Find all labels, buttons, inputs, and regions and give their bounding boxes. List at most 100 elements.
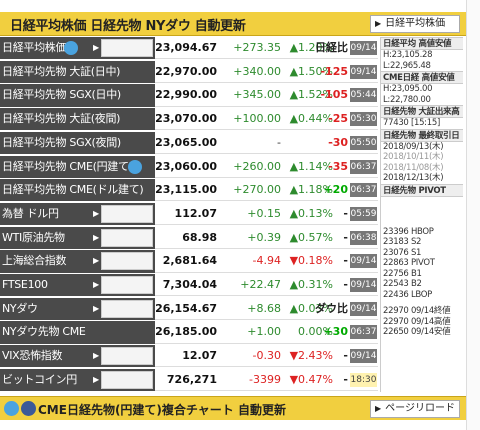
play-icon[interactable]: ▶ bbox=[93, 43, 100, 52]
side-line: 23396 HBOP bbox=[383, 226, 434, 237]
side-heading-5: 日経先物 PIVOT bbox=[381, 183, 463, 197]
row-label-text: 上海総合指数 bbox=[2, 254, 67, 268]
table-row[interactable]: 日経平均先物 CME(円建て) 23,060.00 +260.00 ▲1.14% -35… bbox=[0, 155, 378, 179]
mini-chart[interactable] bbox=[101, 228, 153, 247]
price: 12.07 bbox=[182, 349, 217, 363]
price: 2,681.64 bbox=[162, 254, 217, 268]
table-row[interactable]: 日経平均先物 大証(日中) 22,970.00 +340.00 ▲1.50% -125 0… bbox=[0, 60, 378, 84]
table-row[interactable]: 日経平均先物 大証(夜間) 23,070.00 +100.00 ▲0.44% -25 05… bbox=[0, 108, 378, 131]
facebook-icon[interactable] bbox=[21, 401, 36, 416]
mini-chart[interactable] bbox=[101, 370, 153, 389]
twitter-icon[interactable] bbox=[4, 401, 19, 416]
table-row[interactable]: 日経平均先物 SGX(日中) 22,990.00 +345.00 ▲1.52% -105… bbox=[0, 84, 378, 107]
twitter-icon[interactable] bbox=[64, 41, 78, 55]
mini-chart[interactable] bbox=[101, 39, 153, 57]
time-badge: 09/14 bbox=[350, 41, 377, 55]
play-icon[interactable]: ▶ bbox=[93, 303, 100, 313]
row-label[interactable]: 日経平均先物 SGX(日中) bbox=[0, 84, 155, 107]
percent: ▼0.18% bbox=[289, 254, 333, 268]
side-line: 22863 PIVOT bbox=[383, 258, 435, 268]
percent: ▼2.43% bbox=[289, 349, 333, 363]
row-label[interactable]: 日経平均先物 CME(円建て) bbox=[0, 155, 155, 178]
side-line: 23183 S2 bbox=[383, 237, 422, 247]
row-label[interactable]: 日経平均先物 SGX(夜間) bbox=[0, 131, 155, 155]
diff: -30 bbox=[328, 135, 348, 149]
time-badge: 05:59 bbox=[350, 206, 377, 221]
row-label-text: VIX恐怖指数 bbox=[2, 349, 63, 363]
row-label[interactable]: NYダウ先物 CME bbox=[0, 321, 155, 344]
table-row[interactable]: VIX恐怖指数 ▶ 12.07 -0.30 ▼2.43% -09/14 bbox=[0, 345, 378, 368]
mini-chart[interactable] bbox=[101, 347, 153, 366]
play-icon: ▶ bbox=[375, 404, 382, 413]
time-badge: 09/14 bbox=[350, 64, 377, 79]
table-row[interactable]: 為替 ドル円 ▶ 112.07 +0.15 ▲0.13% -05:59 bbox=[0, 202, 378, 226]
change: +270.00 bbox=[233, 183, 281, 197]
mini-chart[interactable] bbox=[101, 299, 153, 318]
header-title: 日経平均株価 日経先物 NYダウ 自動更新 bbox=[10, 19, 246, 34]
side-line: 22970 09/14高値 bbox=[383, 316, 451, 327]
price: 23,115.00 bbox=[155, 183, 217, 197]
row-label-text: 日経平均先物 CME(円建て) bbox=[2, 159, 133, 173]
table-row[interactable]: WTI原油先物 ▶ 68.98 +0.39 ▲0.57% -06:38 bbox=[0, 226, 378, 250]
percent: ▲0.31% bbox=[289, 278, 333, 291]
percent: ▲0.03% bbox=[289, 301, 333, 315]
mini-chart[interactable] bbox=[101, 204, 153, 223]
diff: +20 bbox=[323, 183, 348, 197]
change: +1.00 bbox=[247, 325, 281, 339]
time-badge: 09/14 bbox=[350, 278, 377, 292]
price: 26,185.00 bbox=[155, 325, 217, 339]
table-row[interactable]: NYダウ先物 CME 26,185.00 +1.00 0.00% +30 06:37 bbox=[0, 321, 378, 344]
row-label[interactable]: 日経平均先物 大証(夜間) bbox=[0, 108, 155, 131]
change: +340.00 bbox=[233, 64, 281, 78]
header-bar: 日経平均株価 日経先物 NYダウ 自動更新 ▶ 日経平均株価 bbox=[0, 12, 466, 36]
play-icon[interactable]: ▶ bbox=[93, 280, 100, 289]
diff: - bbox=[343, 206, 348, 220]
row-label[interactable]: 日経平均先物 大証(日中) bbox=[0, 60, 155, 83]
twitter-icon[interactable] bbox=[128, 159, 142, 174]
play-icon[interactable]: ▶ bbox=[93, 256, 100, 266]
table-row[interactable]: 日経平均先物 SGX(夜間) 23,065.00- - -30 05:50 bbox=[0, 131, 378, 155]
mini-chart[interactable] bbox=[101, 276, 153, 294]
mini-chart[interactable] bbox=[101, 252, 153, 271]
play-icon[interactable]: ▶ bbox=[93, 351, 100, 361]
side-heading-1: 日経平均 高値安値 bbox=[381, 37, 463, 50]
side-heading-4: 日経先物 最終取引日 bbox=[381, 128, 463, 142]
price: 68.98 bbox=[182, 230, 217, 244]
change: +260.00 bbox=[233, 159, 281, 173]
reload-button[interactable]: ▶ ページリロード bbox=[370, 400, 460, 418]
table-row[interactable]: FTSE100 ▶ 7,304.04 +22.47 ▲0.31% -09/14 bbox=[0, 274, 378, 297]
diff: ダウ比 bbox=[315, 301, 348, 315]
price: 22,970.00 bbox=[155, 64, 217, 78]
play-icon: ▶ bbox=[375, 19, 382, 28]
nikkei-button[interactable]: ▶ 日経平均株価 bbox=[370, 15, 460, 33]
side-line: L:22,780.00 bbox=[383, 94, 431, 105]
change: - bbox=[277, 135, 281, 149]
price: 23,094.67 bbox=[155, 41, 217, 54]
table-row[interactable]: NYダウ ▶ 26,154.67 +8.68 ▲0.03% ダウ比 09/14 bbox=[0, 297, 378, 321]
play-icon[interactable]: ▶ bbox=[93, 232, 100, 242]
play-icon[interactable]: ▶ bbox=[93, 374, 100, 384]
table-row[interactable]: 上海総合指数 ▶ 2,681.64 -4.94 ▼0.18% -09/14 bbox=[0, 250, 378, 273]
diff: - bbox=[343, 254, 348, 268]
time-badge: 05:44 bbox=[350, 88, 377, 103]
table-row[interactable]: 日経平均株価 ▶ 23,094.67 +273.35 ▲1.20% 日経比 09/14 bbox=[0, 37, 378, 60]
side-line: 2018/11/08(木) bbox=[383, 162, 444, 173]
reload-button-label: ページリロード bbox=[385, 403, 455, 414]
row-label-text: NYダウ先物 CME bbox=[2, 325, 86, 339]
table-row[interactable]: ビットコイン円 ▶ 726,271 -3399 ▼0.47% -18:30 bbox=[0, 368, 378, 392]
play-icon[interactable]: ▶ bbox=[93, 208, 100, 218]
percent: ▲0.57% bbox=[289, 230, 333, 244]
row-label-text: NYダウ bbox=[2, 301, 38, 315]
nikkei-button-label: 日経平均株価 bbox=[385, 18, 446, 29]
diff: - bbox=[343, 230, 348, 244]
footer-bar: CME日経先物(円建て)複合チャート 自動更新 ▶ ページリロード bbox=[0, 396, 466, 420]
row-label[interactable]: 日経平均先物 CME(ドル建て) bbox=[0, 179, 155, 202]
time-badge: 06:37 bbox=[350, 325, 377, 340]
table-row[interactable]: 日経平均先物 CME(ドル建て) 23,115.00 +270.00 ▲1.18% +2… bbox=[0, 179, 378, 202]
change: +273.35 bbox=[233, 41, 281, 54]
change: +100.00 bbox=[233, 112, 281, 126]
change: +345.00 bbox=[233, 88, 281, 102]
time-badge: 06:38 bbox=[350, 230, 377, 245]
percent: 0.00% bbox=[298, 325, 333, 339]
